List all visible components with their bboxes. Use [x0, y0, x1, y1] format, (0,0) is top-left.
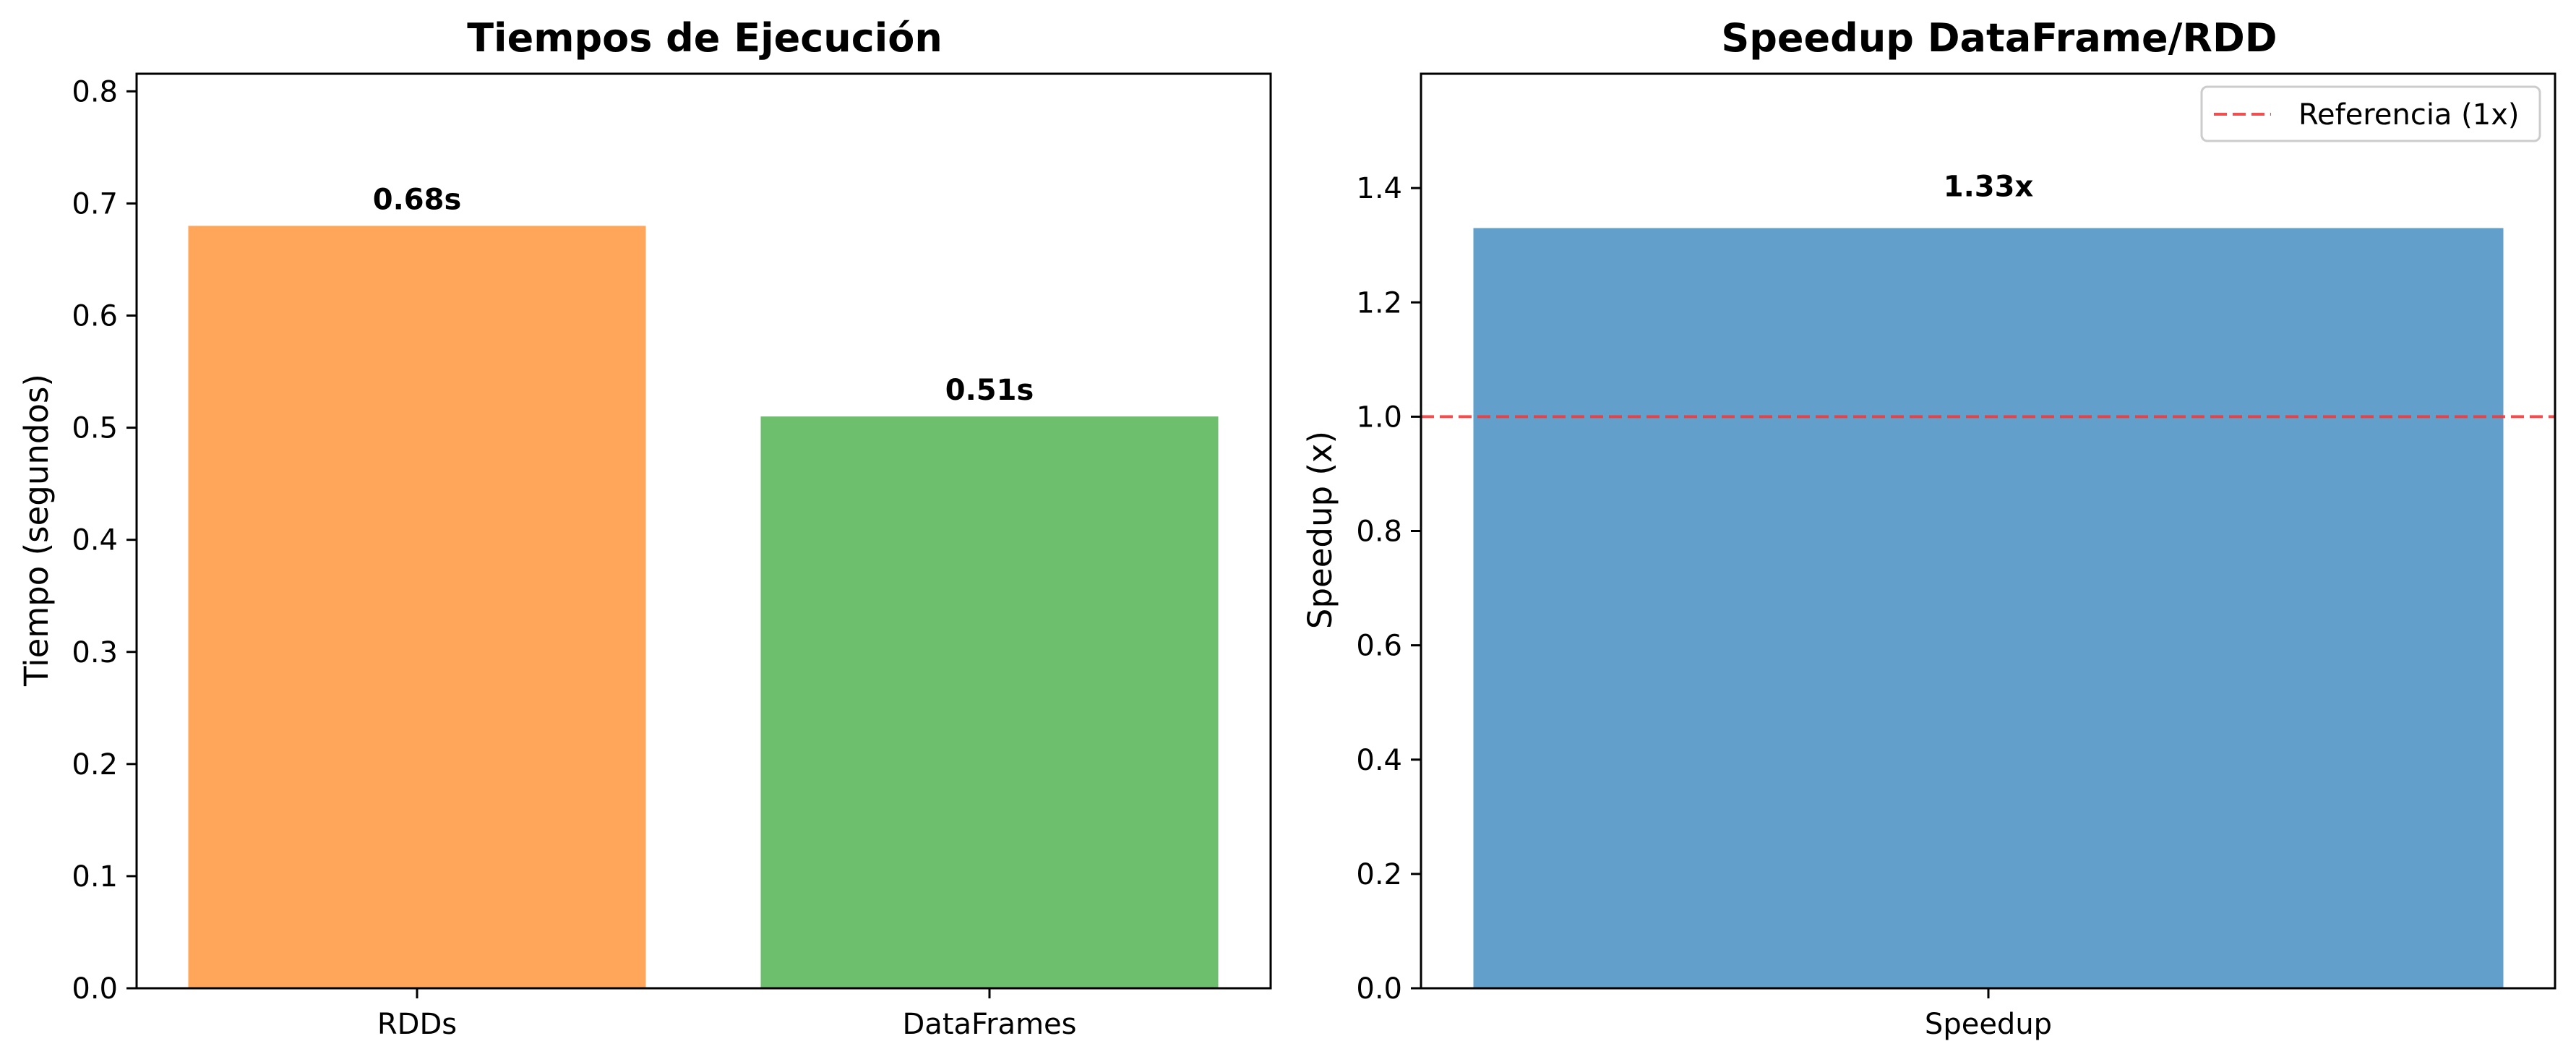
- y-tick-label: 0.1: [72, 860, 118, 894]
- y-tick-label: 0.2: [1356, 858, 1402, 891]
- y-tick-label: 1.4: [1356, 172, 1402, 205]
- y-tick-label: 0.8: [72, 75, 118, 108]
- chart-title: Speedup DataFrame/RDD: [1721, 15, 2277, 61]
- y-tick-label: 0.4: [72, 524, 118, 557]
- y-tick-label: 0.4: [1356, 744, 1402, 777]
- y-tick-label: 1.2: [1356, 286, 1402, 320]
- x-axis-ticks: Speedup: [1925, 988, 2052, 1041]
- y-tick-label: 0.8: [1356, 515, 1402, 549]
- bar: [760, 416, 1219, 988]
- legend-box: [2200, 85, 2541, 142]
- y-axis-label: Tiempo (segundos): [17, 374, 56, 687]
- y-tick-label: 0.7: [72, 187, 118, 220]
- bars: [188, 226, 1219, 989]
- y-tick-label: 0.0: [1356, 972, 1402, 1006]
- plot-frame: [135, 72, 1272, 990]
- y-tick-label: 0.3: [72, 636, 118, 669]
- bar-value-labels: 1.33x: [1944, 170, 2034, 203]
- chart-title: Tiempos de Ejecución: [467, 15, 943, 61]
- y-axis-ticks: 0.0 0.2 0.4 0.6 0.8 1.0 1.2 1.4: [1356, 172, 1421, 1006]
- bar: [188, 226, 646, 989]
- bar-value-label: 0.68s: [373, 183, 462, 216]
- bar-value-label: 1.33x: [1944, 170, 2034, 203]
- x-axis-ticks: RDDs DataFrames: [377, 988, 1077, 1041]
- legend-entry-label: Referencia (1x): [2298, 98, 2520, 132]
- y-tick-label: 0.6: [72, 300, 118, 333]
- legend: Referencia (1x): [2200, 85, 2541, 142]
- plot-frame: [1420, 72, 2556, 990]
- speedup-chart: Speedup DataFrame/RDD Speedup (x) 0.0 0.2…: [1301, 15, 2556, 1041]
- x-tick-label: RDDs: [377, 1008, 457, 1041]
- y-tick-label: 0.0: [72, 972, 118, 1006]
- y-tick-label: 0.5: [72, 412, 118, 445]
- y-tick-label: 0.2: [72, 748, 118, 781]
- y-tick-label: 1.0: [1356, 401, 1402, 434]
- bar: [1473, 228, 2504, 988]
- x-tick-label: Speedup: [1925, 1008, 2052, 1041]
- bar-value-label: 0.51s: [945, 374, 1034, 407]
- y-axis-label: Speedup (x): [1301, 431, 1339, 629]
- execution-time-chart: Tiempos de Ejecución Tiempo (segundos) 0…: [17, 15, 1272, 1041]
- bar-value-labels: 0.68s 0.51s: [373, 183, 1034, 407]
- bars: [1473, 228, 2504, 988]
- y-axis-ticks: 0.0 0.1 0.2 0.3 0.4 0.5 0.6 0.7 0.8: [72, 75, 137, 1006]
- y-tick-label: 0.6: [1356, 630, 1402, 663]
- x-tick-label: DataFrames: [903, 1008, 1077, 1041]
